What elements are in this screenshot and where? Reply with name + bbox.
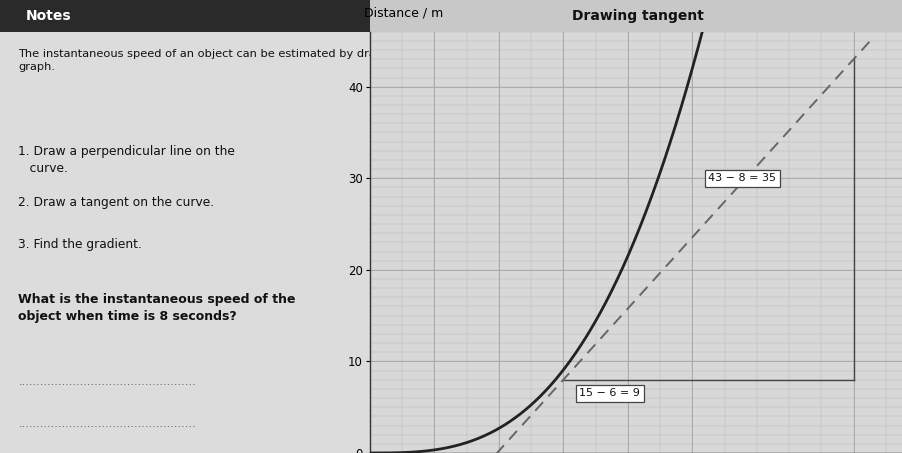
Text: 2. Draw a tangent on the curve.: 2. Draw a tangent on the curve. [18, 196, 215, 209]
Text: 1. Draw a perpendicular line on the
   curve.: 1. Draw a perpendicular line on the curv… [18, 145, 235, 175]
Text: 43 − 8 = 35: 43 − 8 = 35 [708, 173, 777, 183]
Text: .................................................: ........................................… [18, 419, 196, 429]
Text: What is the instantaneous speed of the
object when time is 8 seconds?: What is the instantaneous speed of the o… [18, 293, 296, 323]
Text: Notes: Notes [26, 9, 71, 23]
Text: .................................................: ........................................… [18, 377, 196, 387]
Text: 15 − 6 = 9: 15 − 6 = 9 [579, 389, 640, 399]
Text: The instantaneous speed of an object can be estimated by drawing a tangent on th: The instantaneous speed of an object can… [18, 48, 645, 72]
Text: Drawing tangent: Drawing tangent [572, 9, 704, 23]
Text: Distance / m: Distance / m [364, 6, 444, 19]
Text: 3. Find the gradient.: 3. Find the gradient. [18, 238, 143, 251]
